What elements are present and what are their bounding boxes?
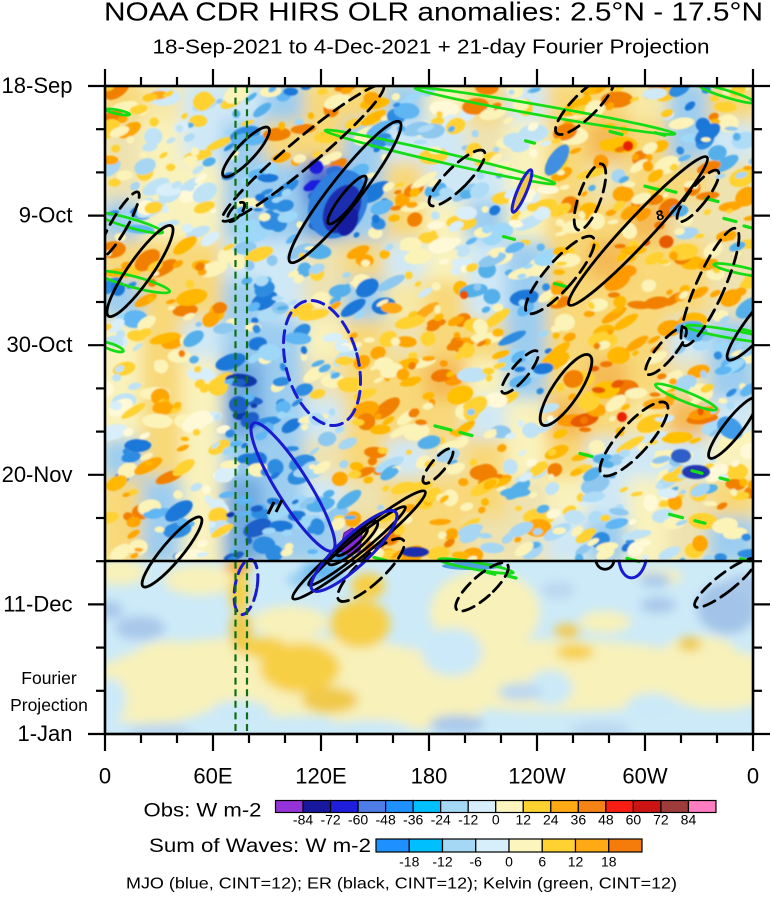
svg-text:36: 36 (571, 812, 587, 828)
svg-text:-18: -18 (399, 854, 419, 870)
svg-text:60W: 60W (622, 764, 667, 789)
svg-text:84: 84 (681, 812, 697, 828)
svg-text:MJO (blue, CINT=12); ER (black: MJO (blue, CINT=12); ER (black, CINT=12)… (126, 876, 677, 893)
svg-text:60: 60 (626, 812, 642, 828)
svg-text:12: 12 (568, 854, 584, 870)
svg-text:Projection: Projection (10, 695, 88, 715)
svg-text:8: 8 (654, 206, 665, 223)
svg-text:48: 48 (598, 812, 614, 828)
svg-text:20-Nov: 20-Nov (2, 462, 73, 487)
svg-text:-12: -12 (458, 812, 478, 828)
svg-text:-48: -48 (376, 812, 396, 828)
svg-text:Fourier: Fourier (21, 668, 77, 688)
svg-text:1-Jan: 1-Jan (17, 721, 72, 746)
svg-text:-36: -36 (403, 812, 423, 828)
svg-text:Sum of Waves: W m-2: Sum of Waves: W m-2 (149, 835, 371, 857)
svg-text:72: 72 (653, 812, 669, 828)
svg-text:0: 0 (505, 854, 513, 870)
svg-text:-72: -72 (320, 812, 340, 828)
svg-text:0: 0 (99, 764, 111, 789)
svg-text:12: 12 (515, 812, 531, 828)
svg-text:18: 18 (601, 854, 617, 870)
svg-text:120W: 120W (508, 764, 566, 789)
svg-text:-60: -60 (348, 812, 368, 828)
svg-text:-24: -24 (431, 812, 451, 828)
svg-text:30-Oct: 30-Oct (6, 332, 72, 357)
svg-text:18-Sep: 18-Sep (2, 73, 73, 98)
svg-text:6: 6 (538, 854, 546, 870)
svg-text:0: 0 (747, 764, 759, 789)
svg-text:0: 0 (492, 812, 500, 828)
svg-text:Obs: W m-2: Obs: W m-2 (144, 800, 262, 822)
svg-text:11-Dec: 11-Dec (3, 591, 72, 616)
svg-text:60E: 60E (193, 764, 232, 789)
svg-text:-84: -84 (293, 812, 313, 828)
svg-text:18-Sep-2021 to 4-Dec-2021 + 21: 18-Sep-2021 to 4-Dec-2021 + 21-day Fouri… (153, 36, 710, 59)
svg-text:9-Oct: 9-Oct (19, 203, 73, 228)
svg-text:24: 24 (543, 812, 559, 828)
svg-text:-12: -12 (432, 854, 452, 870)
svg-text:180: 180 (411, 764, 448, 789)
svg-text:NOAA CDR HIRS OLR anomalies: 2: NOAA CDR HIRS OLR anomalies: 2.5°N - 17.… (104, 0, 763, 27)
svg-text:-6: -6 (470, 854, 483, 870)
svg-text:120E: 120E (295, 764, 346, 789)
